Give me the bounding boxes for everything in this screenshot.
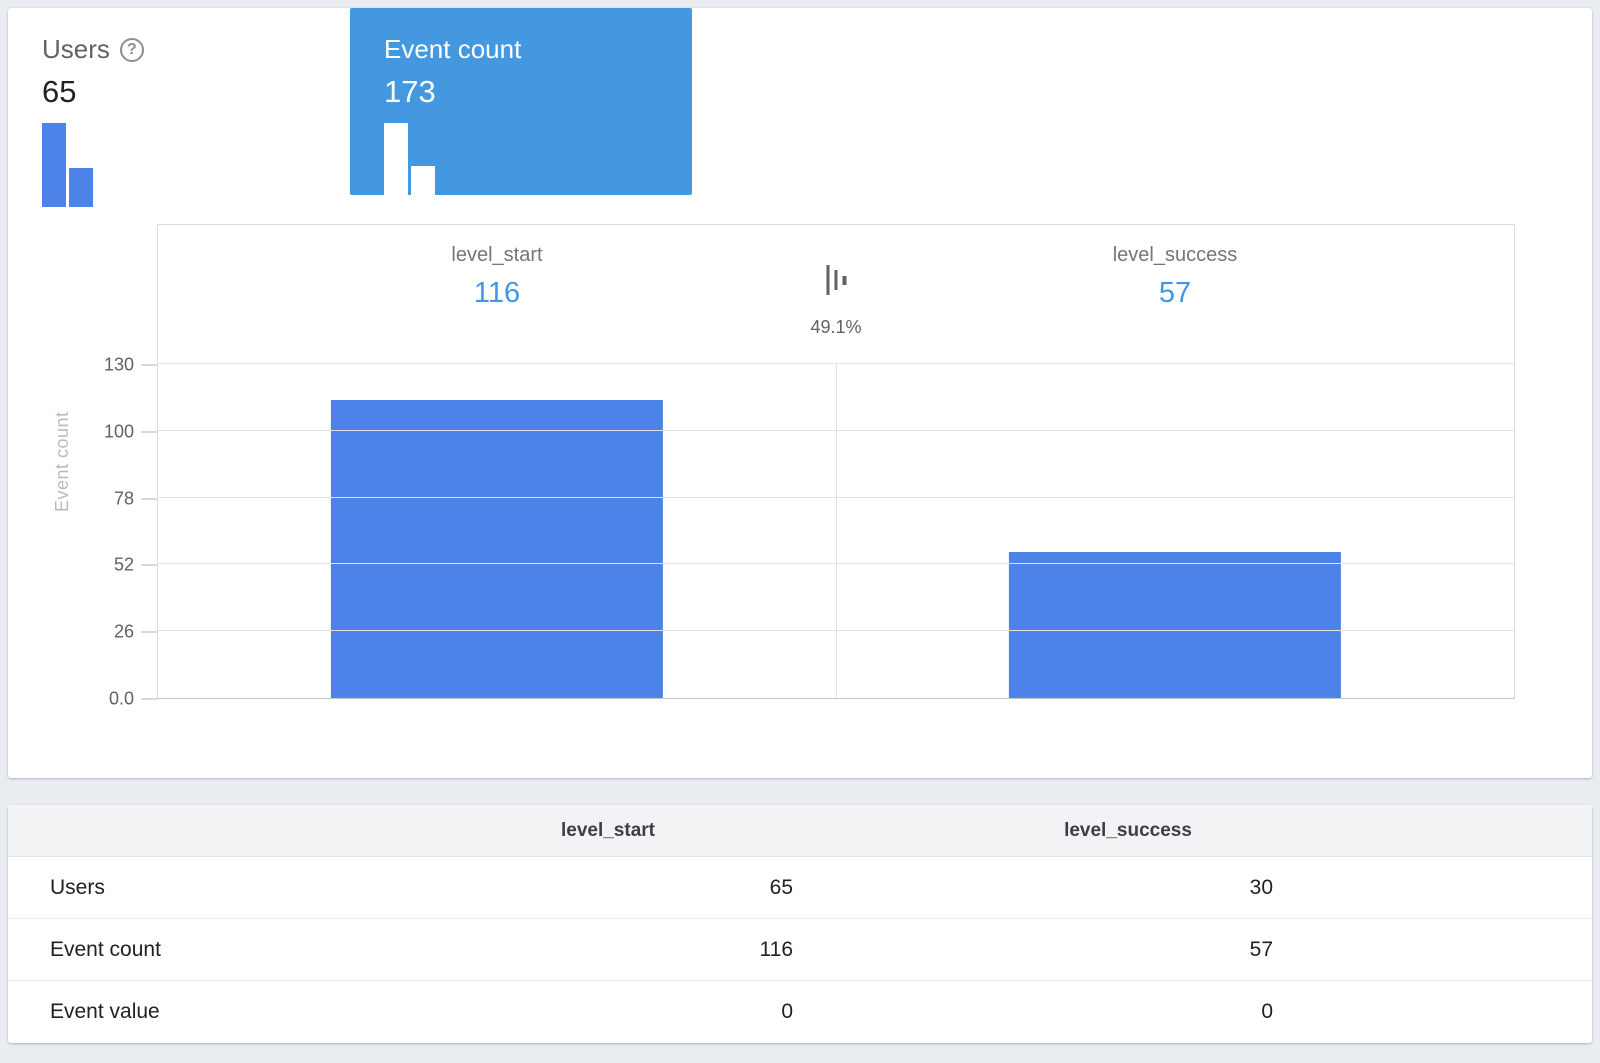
column-header-level-success: level_success — [1064, 819, 1192, 841]
cell-event-value-level-start: 0 — [781, 1000, 793, 1023]
sparkline — [42, 123, 350, 207]
y-tick-label: 130 — [103, 354, 134, 375]
sparkline-bar — [42, 123, 66, 207]
column-divider-line — [836, 364, 837, 698]
plot-area — [158, 363, 1514, 698]
y-tick-label: 78 — [113, 488, 134, 509]
category-name: level_start — [451, 244, 543, 266]
metric-card-label: Users — [42, 34, 110, 64]
metric-card-value: 173 — [384, 74, 436, 109]
metric-card-users[interactable]: Users? 65 — [8, 8, 350, 207]
y-tick-mark — [141, 698, 157, 700]
bar-column-level-success — [836, 364, 1514, 698]
events-table-panel: level_start level_success Users 65 30 Event … — [8, 805, 1592, 1043]
y-axis: Event count 0.0 26 52 78 100 130 — [8, 224, 157, 709]
cell-event-count-level-start: 116 — [759, 937, 793, 961]
metric-card-label: Event count — [384, 34, 522, 64]
metric-card-title: Users? — [42, 34, 350, 65]
gridline — [158, 497, 1514, 498]
category-header-level-start: level_start 116 — [158, 225, 836, 364]
y-tick: 52 — [114, 555, 157, 576]
filter-icon[interactable] — [825, 265, 846, 295]
between-percent-value: 49.1% — [810, 317, 862, 337]
y-tick-mark — [141, 564, 157, 566]
category-header-level-success: level_success 57 — [836, 225, 1514, 364]
bar-column-level-start — [158, 364, 836, 698]
y-tick: 130 — [104, 355, 157, 376]
y-axis-title: Event count — [52, 411, 72, 512]
cell-users-level-start: 65 — [769, 875, 793, 899]
cell-users-level-success: 30 — [1249, 875, 1273, 899]
events-comparison-panel: Users? 65 Event count 173 Event count 0.0 26… — [8, 8, 1592, 959]
table-header-row: level_start level_success — [8, 805, 1592, 857]
bar-level-success[interactable] — [1008, 552, 1342, 698]
y-tick-mark — [141, 431, 157, 433]
bar-chart: level_start 116 level_success 57 49.1% — [157, 224, 1515, 699]
between-events-filter: 49.1% — [810, 265, 862, 338]
sparkline — [384, 123, 692, 207]
sparkline-bar — [69, 168, 93, 207]
column-header-level-start: level_start — [560, 819, 655, 841]
metric-card-title: Event count — [384, 34, 692, 65]
y-tick: 78 — [114, 489, 157, 510]
help-icon[interactable]: ? — [119, 37, 144, 62]
table-row-event-value: Event value 0 0 — [8, 981, 1592, 1043]
y-tick-mark — [141, 498, 157, 500]
gridline — [158, 630, 1514, 631]
metric-card-value: 65 — [42, 74, 77, 109]
y-tick-label: 26 — [113, 621, 134, 642]
y-tick-label: 52 — [113, 554, 134, 575]
y-tick: 100 — [104, 422, 157, 443]
y-tick: 0.0 — [109, 689, 157, 710]
category-name: level_success — [1112, 244, 1238, 266]
sparkline-bar — [384, 123, 408, 207]
category-event-count[interactable]: 57 — [1158, 277, 1192, 309]
cell-event-count-level-success: 57 — [1249, 937, 1273, 961]
table-row-users: Users 65 30 — [8, 857, 1592, 919]
gridline — [158, 363, 1514, 364]
bar-level-start[interactable] — [330, 400, 664, 698]
y-tick-mark — [141, 364, 157, 366]
row-label: Event value — [50, 1000, 160, 1023]
metric-cards-row: Users? 65 Event count 173 — [8, 8, 1592, 207]
y-tick: 26 — [114, 622, 157, 643]
row-label: Users — [50, 875, 105, 899]
sparkline-bar — [411, 166, 435, 207]
gridline — [158, 563, 1514, 564]
y-tick-label: 0.0 — [108, 688, 134, 709]
category-event-count[interactable]: 116 — [473, 277, 521, 309]
row-label: Event count — [50, 937, 161, 961]
cell-event-value-level-success: 0 — [1261, 1000, 1273, 1023]
metric-card-event-count[interactable]: Event count 173 — [350, 8, 692, 207]
table-row-event-count: Event count 116 57 — [8, 919, 1592, 981]
gridline — [158, 430, 1514, 431]
chart-header-row: level_start 116 level_success 57 — [158, 225, 1514, 364]
y-tick-label: 100 — [103, 421, 134, 442]
y-tick-mark — [141, 631, 157, 633]
